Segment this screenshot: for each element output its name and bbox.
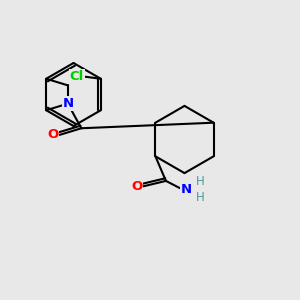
Text: H: H — [196, 175, 205, 188]
Text: O: O — [131, 180, 142, 193]
Text: Cl: Cl — [70, 70, 84, 83]
Text: N: N — [62, 97, 74, 110]
Text: H: H — [196, 190, 205, 204]
Text: N: N — [181, 183, 192, 196]
Text: O: O — [47, 128, 59, 141]
